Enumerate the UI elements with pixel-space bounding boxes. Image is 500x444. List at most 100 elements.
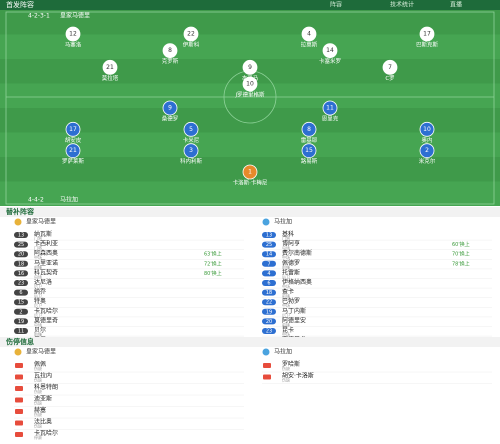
- player-name: 路易斯: [301, 157, 318, 165]
- player-name: 克罗斯: [162, 57, 179, 65]
- player-marker: [242, 76, 258, 92]
- player-name: 佩佩: [34, 360, 46, 368]
- player-name: 纳瓦斯: [34, 230, 52, 238]
- player-number: 21: [106, 64, 114, 71]
- team-badge: [262, 348, 270, 356]
- player-name: 卡瓦哈尔: [34, 429, 58, 437]
- number-badge: [262, 251, 276, 258]
- player-position: 中场: [282, 254, 290, 260]
- team-formation: 4-2-3-1: [28, 13, 50, 20]
- top-bar: [0, 0, 500, 10]
- player-number: 7: [388, 64, 392, 71]
- player-marker: [301, 143, 317, 159]
- team-badge: [14, 218, 22, 226]
- player-position: 前锋: [34, 264, 42, 270]
- player-name: 卡米尼: [183, 136, 200, 144]
- player-number: 20: [18, 252, 24, 258]
- player-number: 20: [266, 319, 272, 325]
- header-title: 首发阵容: [6, 0, 34, 9]
- number-badge: [262, 260, 276, 267]
- player-number: 15: [305, 147, 313, 154]
- player-number: 5: [189, 126, 193, 133]
- team-name: 皇家马德里: [26, 218, 56, 226]
- number-badge: [262, 280, 276, 286]
- player-name: 赫塞: [34, 406, 46, 414]
- player-name: 佩德罗: [282, 259, 300, 267]
- player-name: 基科: [282, 230, 294, 238]
- player-status: 伤缺: [34, 411, 42, 417]
- number-badge: [262, 328, 276, 334]
- player-name: 科内利斯: [180, 157, 203, 165]
- player-number: 8: [307, 126, 311, 133]
- player-marker: [419, 143, 435, 159]
- player-name: 胡安皮: [65, 136, 82, 144]
- player-number: 13: [266, 233, 272, 239]
- player-marker: [102, 59, 118, 75]
- player-number: 23: [18, 281, 24, 287]
- player-marker: [419, 26, 435, 42]
- player-number: 6: [267, 281, 270, 287]
- number-badge: [14, 232, 28, 238]
- player-number: 14: [326, 47, 334, 54]
- player-number: 4: [307, 31, 311, 38]
- player-number: 10: [246, 81, 254, 88]
- player-marker: [242, 59, 258, 75]
- player-number: 17: [423, 31, 431, 38]
- team-name: 马拉加: [274, 218, 292, 226]
- player-position: 中场: [282, 302, 290, 308]
- player-position: 后卫: [34, 312, 42, 318]
- header-tab[interactable]: 技术统计: [390, 1, 414, 9]
- player-name: 昆卡: [282, 326, 294, 334]
- player-number: 8: [168, 47, 172, 54]
- header-tab[interactable]: 直播: [450, 1, 462, 9]
- team-badge: [262, 218, 270, 226]
- player-name: 恩里克: [322, 116, 339, 123]
- team-name: 皇家马德里: [60, 12, 90, 20]
- section-bar: [0, 337, 500, 347]
- player-name: 巴勃罗: [282, 297, 300, 305]
- player-number: 11: [326, 105, 334, 112]
- section-title: 伤停信息: [5, 337, 34, 346]
- player-number: 3: [189, 147, 193, 154]
- player-name: 卡塞米罗: [319, 57, 341, 65]
- player-number: 12: [69, 31, 77, 38]
- player-number: 23: [266, 329, 272, 335]
- player-marker: [301, 121, 317, 137]
- team-formation: 4-4-2: [28, 197, 44, 204]
- player-position: 门将: [34, 235, 42, 241]
- player-name: 马塞洛: [65, 41, 82, 49]
- section-title: 替补阵容: [6, 207, 34, 216]
- sub-event: 63'换上: [204, 251, 222, 258]
- player-name: 马里亚诺: [34, 259, 58, 267]
- player-name: 胡安·卡洛斯: [282, 372, 314, 380]
- player-name: 罗萨莱斯: [62, 157, 85, 165]
- number-badge: [262, 299, 276, 306]
- player-number: 19: [18, 319, 24, 325]
- player-status: 伤缺: [34, 400, 42, 406]
- player-marker: [322, 100, 338, 116]
- status-icon: [263, 374, 271, 380]
- number-badge: [14, 318, 28, 325]
- status-icon: [15, 374, 23, 380]
- player-name: 雷基耶: [301, 136, 318, 144]
- pitch-stripe: [0, 132, 500, 157]
- player-name: 桑德罗: [162, 115, 179, 123]
- player-position: 后卫: [34, 302, 42, 308]
- player-position: 门将: [282, 235, 290, 241]
- player-number: 18: [266, 290, 272, 296]
- player-position: 后卫: [282, 273, 290, 279]
- player-position: 后卫: [282, 312, 290, 318]
- pitch-lines: [5, 11, 495, 205]
- header-tab[interactable]: 阵容: [330, 1, 342, 9]
- player-name: 迪亚斯: [34, 395, 52, 403]
- player-number: 11: [18, 329, 24, 335]
- player-number: 22: [266, 300, 272, 306]
- player-name: 米克尔: [419, 157, 436, 165]
- player-number: 2: [425, 147, 429, 154]
- player-position: 门将: [34, 245, 42, 251]
- player-marker: [65, 26, 81, 42]
- status-icon: [15, 386, 23, 391]
- player-name: 达尼洛: [34, 278, 52, 286]
- number-badge: [14, 299, 28, 306]
